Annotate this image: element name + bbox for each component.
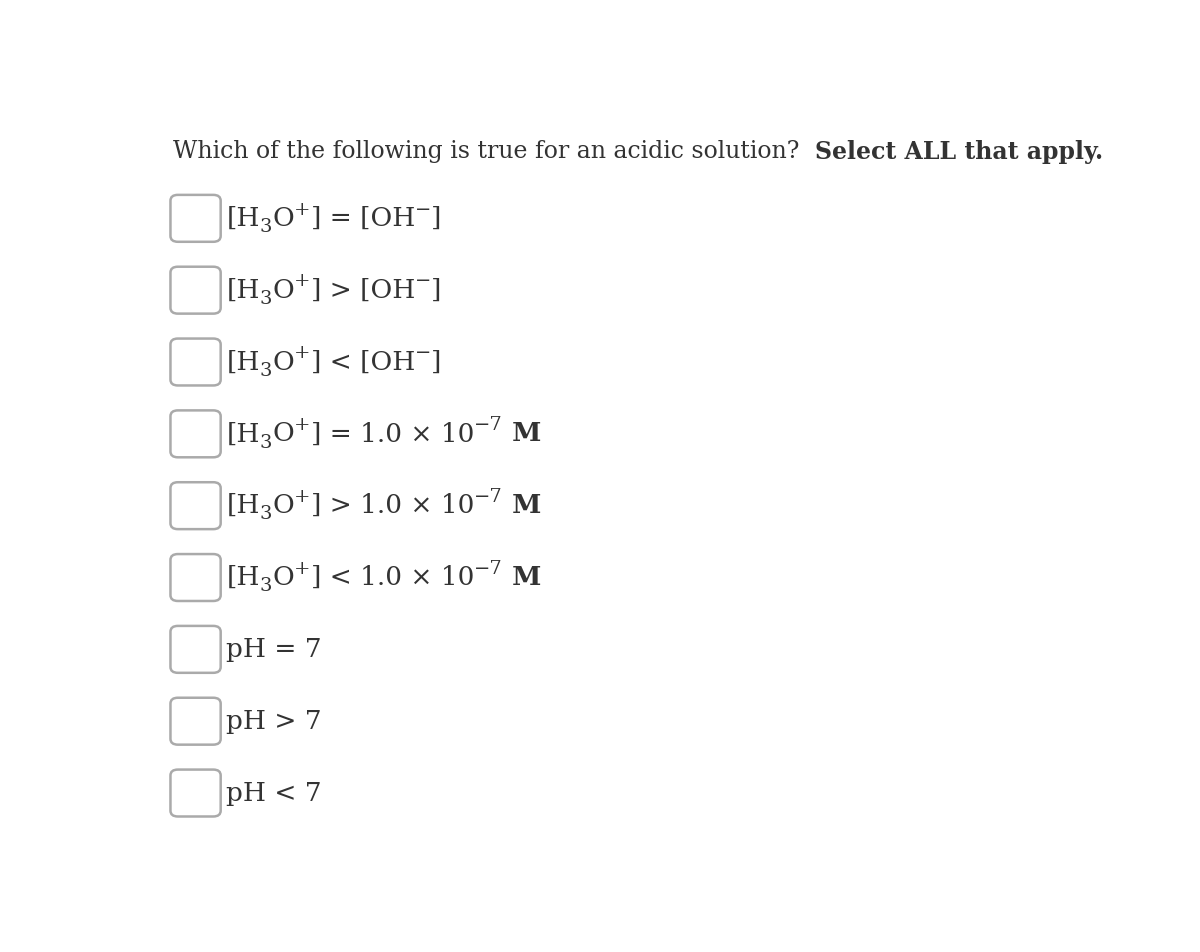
Text: pH < 7: pH < 7: [227, 781, 322, 805]
Text: O: O: [272, 565, 294, 590]
Text: [H: [H: [227, 493, 259, 518]
Text: +: +: [294, 416, 311, 434]
Text: O: O: [272, 278, 294, 303]
Text: [H: [H: [227, 565, 259, 590]
Text: Which of the following is true for an acidic solution?: Which of the following is true for an ac…: [173, 140, 815, 163]
Text: −: −: [415, 272, 431, 290]
Text: 3: 3: [259, 290, 272, 307]
Text: ] = 1.0 × 10: ] = 1.0 × 10: [311, 422, 474, 446]
FancyBboxPatch shape: [170, 410, 221, 457]
Text: 3: 3: [259, 434, 272, 451]
Text: +: +: [294, 201, 311, 219]
FancyBboxPatch shape: [170, 267, 221, 313]
Text: [H: [H: [227, 349, 259, 374]
Text: ] > 1.0 × 10: ] > 1.0 × 10: [311, 493, 474, 518]
Text: +: +: [294, 272, 311, 290]
Text: ]: ]: [431, 278, 442, 303]
FancyBboxPatch shape: [170, 554, 221, 601]
FancyBboxPatch shape: [170, 339, 221, 386]
Text: −7: −7: [474, 416, 503, 434]
Text: [H: [H: [227, 206, 259, 230]
FancyBboxPatch shape: [170, 195, 221, 242]
Text: −: −: [415, 201, 431, 219]
Text: ] < 1.0 × 10: ] < 1.0 × 10: [311, 565, 474, 590]
Text: O: O: [272, 206, 294, 230]
Text: 3: 3: [259, 506, 272, 524]
FancyBboxPatch shape: [170, 769, 221, 817]
Text: [H: [H: [227, 278, 259, 303]
Text: pH > 7: pH > 7: [227, 708, 322, 734]
Text: ] < [OH: ] < [OH: [311, 349, 415, 374]
Text: ]: ]: [431, 349, 442, 374]
Text: +: +: [294, 487, 311, 506]
Text: ]: ]: [431, 206, 442, 230]
Text: O: O: [272, 349, 294, 374]
Text: 3: 3: [259, 362, 272, 380]
Text: O: O: [272, 422, 294, 446]
Text: +: +: [294, 560, 311, 578]
Text: M: M: [503, 493, 541, 518]
FancyBboxPatch shape: [170, 698, 221, 744]
Text: 3: 3: [259, 218, 272, 236]
Text: [H: [H: [227, 422, 259, 446]
Text: −7: −7: [474, 560, 503, 578]
Text: −7: −7: [474, 487, 503, 506]
Text: ] = [OH: ] = [OH: [311, 206, 415, 230]
Text: Select ALL that apply.: Select ALL that apply.: [815, 140, 1103, 164]
Text: O: O: [272, 493, 294, 518]
Text: −: −: [415, 345, 431, 362]
Text: +: +: [294, 345, 311, 362]
Text: pH = 7: pH = 7: [227, 637, 322, 662]
Text: ] > [OH: ] > [OH: [311, 278, 415, 303]
Text: M: M: [503, 422, 541, 446]
Text: M: M: [503, 565, 541, 590]
FancyBboxPatch shape: [170, 483, 221, 529]
FancyBboxPatch shape: [170, 625, 221, 673]
Text: 3: 3: [259, 577, 272, 595]
